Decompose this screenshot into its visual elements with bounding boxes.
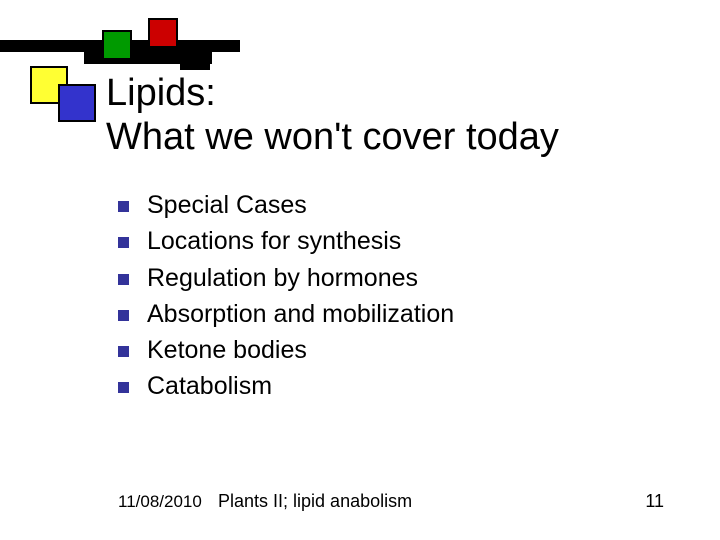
bullet-text: Regulation by hormones [147,263,418,294]
slide: Lipids: What we won't cover today Specia… [0,0,720,540]
bullet-marker-icon [118,237,129,248]
bullet-text: Ketone bodies [147,335,307,366]
bullet-text: Special Cases [147,190,307,221]
list-item: Absorption and mobilization [118,299,678,330]
decor-square-black [180,40,210,70]
bullet-text: Absorption and mobilization [147,299,454,330]
bullet-marker-icon [118,346,129,357]
list-item: Catabolism [118,371,678,402]
slide-title: Lipids: What we won't cover today [106,72,686,159]
title-line-2: What we won't cover today [106,116,559,158]
footer-title: Plants II; lipid anabolism [218,491,412,512]
decor-square-green [102,30,132,60]
bullet-text: Catabolism [147,371,272,402]
bullet-marker-icon [118,274,129,285]
list-item: Ketone bodies [118,335,678,366]
bullet-text: Locations for synthesis [147,226,401,257]
decor-square-blue [58,84,96,122]
decor-square-red [148,18,178,48]
list-item: Regulation by hormones [118,263,678,294]
bullet-list: Special Cases Locations for synthesis Regu… [118,190,678,408]
bullet-marker-icon [118,382,129,393]
title-line-1: Lipids: [106,72,216,114]
bullet-marker-icon [118,310,129,321]
list-item: Special Cases [118,190,678,221]
footer-page-number: 11 [645,491,664,512]
footer-date: 11/08/2010 [118,492,202,512]
list-item: Locations for synthesis [118,226,678,257]
bullet-marker-icon [118,201,129,212]
